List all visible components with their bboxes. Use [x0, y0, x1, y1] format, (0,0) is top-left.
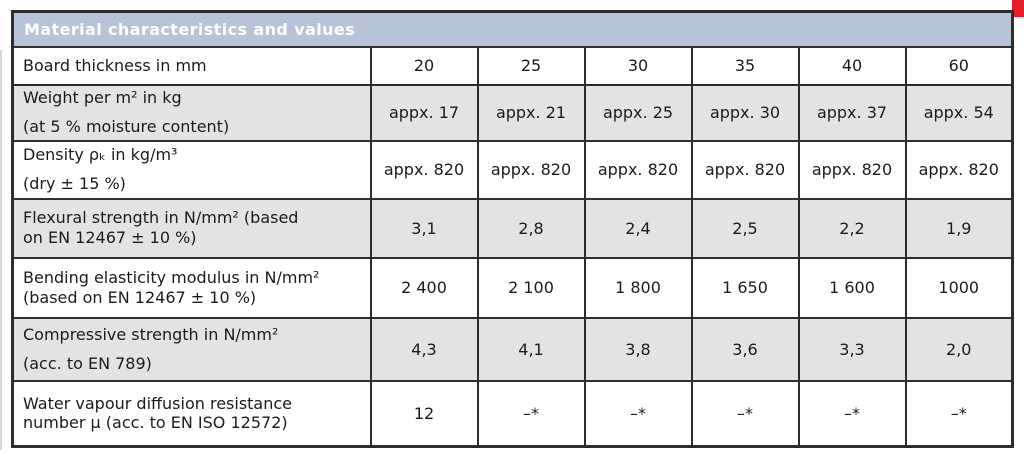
row-label: Bending elasticity modulus in N/mm² (base…: [11, 256, 372, 319]
red-corner-mark: [1012, 0, 1024, 17]
row-label-line: Weight per m² in kg: [23, 88, 182, 108]
row-label-line: (acc. to EN 789): [23, 353, 152, 373]
table-title: Material characteristics and values: [11, 10, 1014, 48]
value-cell: appx. 21: [476, 83, 586, 142]
value-cell: appx. 17: [369, 83, 479, 142]
material-table: Material characteristics and values Boar…: [11, 10, 1014, 448]
value-cell: 2,4: [583, 197, 693, 259]
row-label: Board thickness in mm: [11, 45, 372, 86]
value-cell: –*: [583, 379, 693, 448]
table-row: Board thickness in mm 20 25 30 35 40 60: [11, 45, 1014, 86]
value-cell: appx. 820: [583, 139, 693, 200]
row-label-line: Water vapour diffusion resistance: [23, 393, 293, 413]
value-cell: –*: [690, 379, 800, 448]
value-cell: –*: [797, 379, 907, 448]
row-label-line: Bending elasticity modulus in N/mm²: [23, 267, 320, 287]
value-cell: 20: [369, 45, 479, 86]
value-cell: 2 100: [476, 256, 586, 319]
value-cell: –*: [476, 379, 586, 448]
value-cell: appx. 820: [690, 139, 800, 200]
value-cell: appx. 37: [797, 83, 907, 142]
row-label-line: on EN 12467 ± 10 %): [23, 228, 197, 247]
table-row: Bending elasticity modulus in N/mm² (base…: [11, 256, 1014, 319]
value-cell: 3,1: [369, 197, 479, 259]
value-cell: 2 400: [369, 256, 479, 319]
value-cell: 2,2: [797, 197, 907, 259]
value-cell: 4,3: [369, 316, 479, 382]
row-label-line: (dry ± 15 %): [23, 174, 126, 193]
value-cell: appx. 820: [476, 139, 586, 200]
material-table-wrapper: Material characteristics and values Boar…: [11, 10, 1014, 448]
row-label-line: Board thickness in mm: [23, 55, 207, 75]
table-row: Water vapour diffusion resistance number …: [11, 379, 1014, 448]
value-cell: 1 600: [797, 256, 907, 319]
value-cell: 3,8: [583, 316, 693, 382]
table-row: Flexural strength in N/mm² (based on EN 1…: [11, 197, 1014, 259]
row-label-line: number μ (acc. to EN ISO 12572): [23, 413, 288, 433]
value-cell: appx. 54: [904, 83, 1014, 142]
value-cell: 60: [904, 45, 1014, 86]
row-label: Weight per m² in kg (at 5 % moisture cont…: [11, 83, 372, 142]
value-cell: appx. 820: [904, 139, 1014, 200]
value-cell: 25: [476, 45, 586, 86]
value-cell: appx. 820: [369, 139, 479, 200]
table-row: Weight per m² in kg (at 5 % moisture cont…: [11, 83, 1014, 142]
row-label-line: (at 5 % moisture content): [23, 117, 230, 136]
value-cell: 2,0: [904, 316, 1014, 382]
value-cell: 12: [369, 379, 479, 448]
row-label-line: Flexural strength in N/mm² (based: [23, 208, 299, 228]
value-cell: appx. 820: [797, 139, 907, 200]
row-label-line: Compressive strength in N/mm²: [23, 324, 279, 344]
value-cell: appx. 30: [690, 83, 800, 142]
value-cell: 30: [583, 45, 693, 86]
value-cell: 3,6: [690, 316, 800, 382]
value-cell: 3,3: [797, 316, 907, 382]
value-cell: 1 800: [583, 256, 693, 319]
value-cell: 1,9: [904, 197, 1014, 259]
row-label-line: (based on EN 12467 ± 10 %): [23, 287, 257, 307]
row-label: Density ρₖ in kg/m³ (dry ± 15 %): [11, 139, 372, 200]
row-label: Flexural strength in N/mm² (based on EN 1…: [11, 197, 372, 259]
table-title-row: Material characteristics and values: [11, 10, 1014, 48]
value-cell: 35: [690, 45, 800, 86]
row-label-line: Density ρₖ in kg/m³: [23, 145, 178, 165]
value-cell: 1 650: [690, 256, 800, 319]
value-cell: 4,1: [476, 316, 586, 382]
table-row: Compressive strength in N/mm² (acc. to EN…: [11, 316, 1014, 382]
row-label: Compressive strength in N/mm² (acc. to EN…: [11, 316, 372, 382]
value-cell: 2,8: [476, 197, 586, 259]
row-label: Water vapour diffusion resistance number …: [11, 379, 372, 448]
value-cell: 40: [797, 45, 907, 86]
value-cell: –*: [904, 379, 1014, 448]
value-cell: 2,5: [690, 197, 800, 259]
value-cell: appx. 25: [583, 83, 693, 142]
value-cell: 1000: [904, 256, 1014, 319]
table-row: Density ρₖ in kg/m³ (dry ± 15 %) appx. 820…: [11, 139, 1014, 200]
scan-edge-line: [0, 50, 2, 450]
